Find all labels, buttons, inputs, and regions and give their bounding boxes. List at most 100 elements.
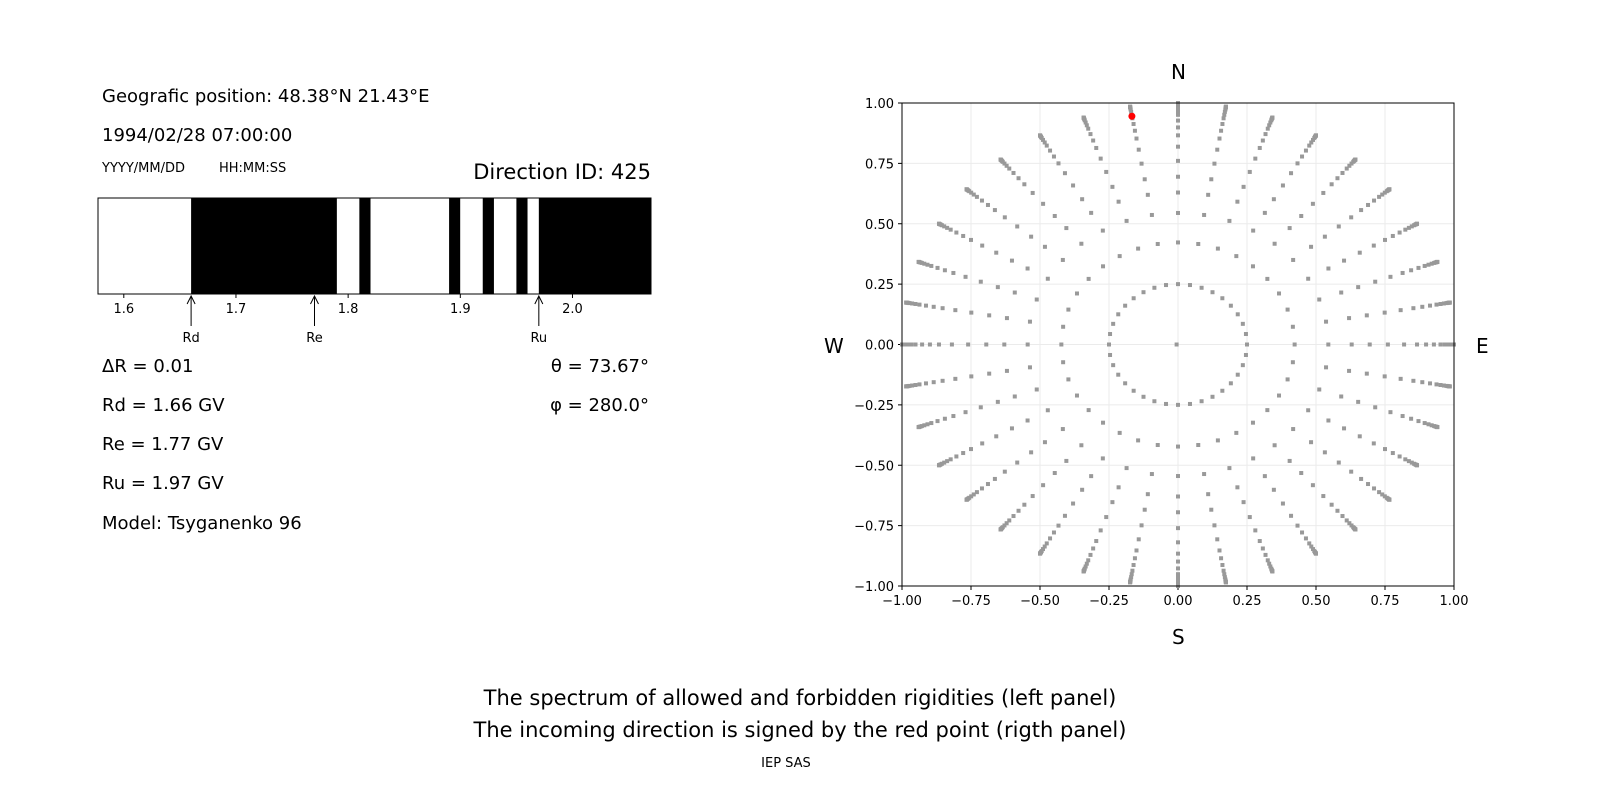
grid-point — [1215, 246, 1220, 251]
grid-point — [1196, 241, 1201, 246]
spectrum-tick-label: 1.8 — [338, 302, 359, 317]
grid-point — [1344, 518, 1349, 523]
grid-point — [1349, 342, 1354, 347]
grid-point — [1398, 376, 1403, 381]
grid-point — [1303, 148, 1308, 153]
grid-point — [1015, 460, 1020, 465]
grid-point — [963, 274, 968, 279]
marker-arrow-head — [534, 294, 544, 305]
grid-point — [1002, 215, 1007, 220]
grid-point — [1110, 500, 1115, 505]
grid-point — [1326, 342, 1331, 347]
grid-point — [1124, 466, 1129, 471]
grid-point — [1295, 161, 1300, 166]
grid-point — [1061, 360, 1066, 365]
grid-point — [1289, 513, 1294, 518]
grid-point — [1016, 176, 1021, 181]
grid-point — [1217, 136, 1222, 141]
grid-point — [949, 342, 954, 347]
grid-point — [1329, 502, 1334, 507]
grid-point — [1271, 197, 1276, 202]
spectrum-frame — [97, 197, 652, 295]
grid-point — [1056, 523, 1061, 528]
grid-point — [925, 262, 930, 267]
grid-point — [1007, 518, 1012, 523]
grid-point — [1435, 425, 1440, 430]
grid-point — [929, 263, 934, 268]
grid-point — [1380, 492, 1385, 497]
grid-point — [1406, 225, 1411, 230]
grid-point — [1086, 408, 1091, 413]
grid-point — [1387, 497, 1392, 502]
grid-point — [1403, 457, 1408, 462]
grid-point — [1134, 548, 1139, 553]
grid-point — [1247, 169, 1252, 174]
grid-point — [966, 342, 971, 347]
spectrum-segment-forbidden — [449, 198, 461, 294]
grid-point — [1382, 494, 1387, 499]
grid-point — [948, 457, 953, 462]
grid-point — [1367, 342, 1372, 347]
grid-point — [1415, 342, 1420, 347]
grid-point — [1307, 541, 1312, 546]
grid-point — [1002, 469, 1007, 474]
grid-point — [1400, 414, 1405, 419]
grid-point — [1152, 399, 1157, 404]
grid-point — [1299, 471, 1304, 476]
grid-point — [1042, 244, 1047, 249]
grid-point — [1052, 471, 1057, 476]
y-tick-label: −0.75 — [854, 520, 894, 535]
grid-point — [1291, 257, 1296, 262]
grid-point — [1221, 116, 1226, 121]
grid-point — [1004, 163, 1009, 168]
grid-point — [1129, 109, 1134, 114]
grid-point — [1385, 342, 1390, 347]
grid-point — [1045, 276, 1050, 281]
grid-point — [1128, 104, 1133, 109]
grid-point — [1438, 342, 1443, 347]
y-tick-label: 0.50 — [865, 218, 894, 233]
grid-point — [923, 381, 928, 386]
grid-point — [1247, 515, 1252, 520]
grid-point — [987, 313, 992, 318]
grid-point — [1268, 564, 1273, 569]
grid-point — [1335, 508, 1340, 513]
grid-point — [1034, 387, 1039, 392]
y-tick-label: −0.25 — [854, 399, 894, 414]
grid-point — [1265, 276, 1270, 281]
grid-point — [1176, 572, 1180, 577]
grid-point — [1428, 303, 1433, 308]
grid-point — [1445, 342, 1450, 347]
grid-point — [936, 342, 941, 347]
grid-point — [974, 194, 979, 199]
grid-point — [987, 371, 992, 376]
grid-point — [1292, 342, 1297, 347]
compass-w: W — [824, 334, 844, 358]
grid-point — [1176, 540, 1180, 545]
grid-point — [1176, 575, 1180, 580]
grid-point — [1136, 438, 1141, 443]
grid-point — [1176, 566, 1180, 571]
grid-point — [1390, 451, 1395, 456]
grid-point — [1089, 210, 1094, 215]
grid-point — [1262, 210, 1267, 215]
grid-point — [1176, 444, 1180, 449]
grid-point — [1222, 109, 1227, 114]
grid-point — [1100, 456, 1105, 461]
grid-point — [1025, 266, 1030, 271]
grid-point — [1038, 133, 1042, 138]
grid-point — [1447, 300, 1452, 305]
marker-arrow-head — [310, 294, 319, 305]
grid-point — [1030, 494, 1035, 499]
grid-point — [1306, 276, 1311, 281]
grid-point — [963, 410, 968, 415]
grid-point — [1027, 319, 1032, 324]
x-tick-label: 0.25 — [1233, 594, 1262, 609]
grid-point — [1326, 266, 1331, 271]
grid-point — [1442, 342, 1447, 347]
grid-point — [1074, 393, 1079, 398]
grid-point — [1212, 523, 1217, 528]
grid-point — [1025, 342, 1030, 347]
grid-point — [1221, 568, 1226, 573]
